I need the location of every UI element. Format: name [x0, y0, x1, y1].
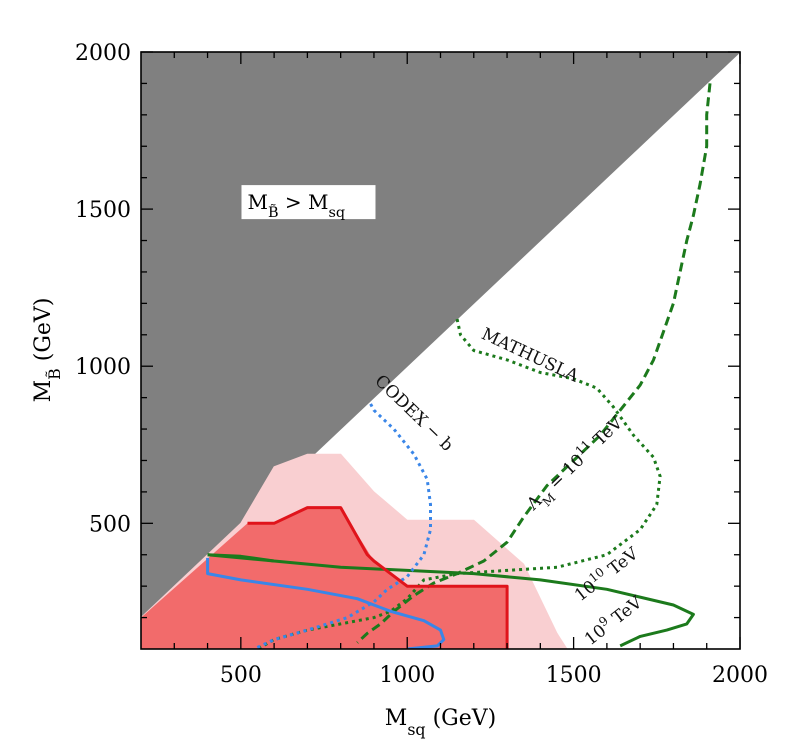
series-line-3: [207, 553, 275, 563]
series-line-1: [356, 83, 712, 644]
y-tick-label: 1500: [75, 198, 131, 223]
annotation-label: CODEX − b: [370, 371, 457, 456]
ticks: 500 1000 1500 2000 500 1000 1500 2000: [75, 41, 768, 688]
region-2: [141, 507, 508, 649]
x-tick-label: 1000: [379, 663, 435, 688]
annotation-label: ΛM = 1011 TeV: [520, 411, 630, 519]
x-axis-title: Msq (GeV): [385, 706, 496, 739]
x-tick-label: 1500: [546, 663, 602, 688]
series-line-5: [206, 557, 446, 649]
series-line-6: [247, 506, 509, 649]
region-label: MB̃ > Msq: [247, 190, 345, 221]
region-label-box: [241, 185, 376, 220]
y-tick-label: 2000: [75, 41, 131, 66]
axis-titles: Msq (GeV) MB̃ (GeV): [31, 298, 496, 739]
x-tick-label: 500: [220, 663, 262, 688]
x-tick-label: 2000: [712, 663, 768, 688]
series-line-0: [256, 318, 662, 649]
y-tick-label: 1000: [75, 355, 131, 380]
series: [206, 83, 712, 649]
series-line-2: [207, 553, 695, 648]
y-tick-label: 500: [89, 512, 131, 537]
y-axis-title: MB̃ (GeV): [31, 298, 64, 403]
regions: [141, 52, 740, 649]
